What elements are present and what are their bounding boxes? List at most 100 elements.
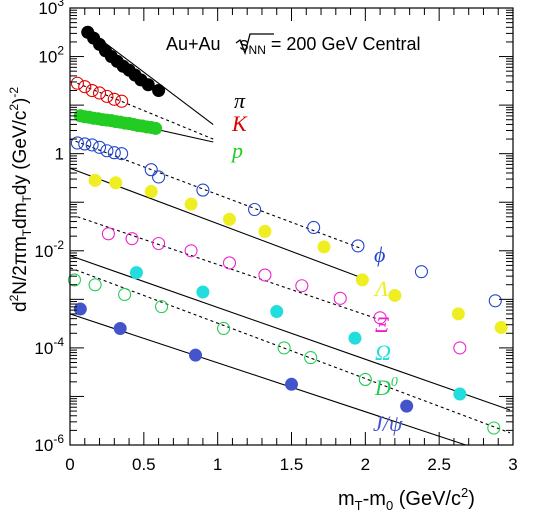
data-point bbox=[295, 279, 309, 293]
species-label: Λ bbox=[373, 276, 389, 301]
data-points bbox=[67, 25, 508, 435]
data-point bbox=[144, 163, 158, 177]
y-tick-label: 10-6 bbox=[34, 432, 64, 455]
data-point bbox=[277, 341, 291, 355]
fit-line bbox=[69, 313, 466, 446]
species-label: Ω bbox=[375, 340, 391, 365]
data-point bbox=[258, 268, 272, 282]
data-point bbox=[258, 224, 272, 238]
data-point bbox=[152, 84, 166, 98]
data-point bbox=[115, 94, 129, 108]
species-label: Ξ bbox=[375, 312, 389, 337]
data-point bbox=[358, 372, 372, 387]
data-point bbox=[113, 321, 127, 335]
data-point bbox=[196, 285, 210, 299]
x-tick-label: 0.5 bbox=[132, 455, 156, 474]
data-point bbox=[189, 348, 203, 362]
x-axis-label: mT-m0 (GeV/c2) bbox=[338, 485, 475, 513]
data-point bbox=[217, 321, 231, 336]
data-point bbox=[149, 121, 163, 135]
data-point bbox=[115, 147, 129, 161]
data-point bbox=[125, 232, 139, 246]
data-point bbox=[400, 399, 414, 413]
x-tick-label: 1 bbox=[213, 455, 222, 474]
data-point bbox=[453, 341, 467, 355]
data-point bbox=[107, 92, 121, 106]
data-point bbox=[488, 294, 502, 308]
species-label: ϕ bbox=[374, 242, 385, 267]
chart-title: Au+Au sNN = 200 GeV Central bbox=[166, 34, 420, 57]
fit-line bbox=[69, 138, 362, 249]
data-point bbox=[70, 76, 84, 90]
data-point bbox=[270, 304, 284, 318]
data-point bbox=[222, 212, 236, 226]
data-point bbox=[248, 202, 262, 217]
fit-line bbox=[69, 255, 511, 411]
data-point bbox=[184, 244, 198, 258]
sqrt-symbol bbox=[235, 33, 274, 56]
data-point bbox=[317, 240, 331, 254]
data-point bbox=[453, 387, 467, 401]
data-point bbox=[129, 266, 143, 280]
data-point bbox=[144, 185, 158, 199]
y-tick-label: 102 bbox=[38, 44, 64, 67]
data-point bbox=[85, 138, 99, 152]
data-point bbox=[152, 236, 166, 251]
data-point bbox=[351, 239, 365, 253]
data-point bbox=[285, 377, 298, 391]
data-point bbox=[88, 173, 102, 187]
y-tick-label: 10-4 bbox=[34, 335, 64, 358]
data-point bbox=[92, 86, 107, 100]
data-point bbox=[73, 302, 87, 316]
data-point bbox=[100, 144, 114, 158]
y-axis-label: d2N/2πmTdmTdy (GeV/c2)-2 bbox=[7, 87, 34, 312]
x-tick-label: 1.5 bbox=[280, 455, 304, 474]
data-point bbox=[355, 273, 369, 287]
data-point bbox=[414, 265, 428, 279]
data-point bbox=[78, 80, 92, 94]
data-point bbox=[70, 136, 84, 150]
x-tick-label: 0 bbox=[65, 455, 74, 474]
data-point bbox=[100, 89, 114, 103]
data-point bbox=[107, 146, 121, 160]
data-point bbox=[109, 176, 123, 190]
data-point bbox=[184, 197, 198, 211]
fit-line bbox=[77, 216, 378, 320]
data-point bbox=[196, 183, 210, 197]
y-tick-label: 103 bbox=[38, 0, 64, 18]
data-point bbox=[118, 287, 132, 302]
data-point bbox=[388, 288, 402, 302]
data-point bbox=[348, 331, 362, 345]
data-point bbox=[101, 227, 115, 241]
fit-line bbox=[77, 82, 214, 140]
y-tick-label: 1 bbox=[55, 145, 64, 164]
data-point bbox=[152, 170, 166, 184]
species-label: π bbox=[234, 88, 246, 113]
species-label: D0 bbox=[374, 375, 398, 400]
species-label: K bbox=[231, 111, 248, 136]
data-point bbox=[67, 273, 81, 287]
data-point bbox=[92, 140, 107, 154]
y-axis-ticks: 10-6 10-4 10-2 1 102 103 bbox=[34, 0, 513, 455]
x-tick-label: 3 bbox=[508, 455, 517, 474]
data-point bbox=[88, 278, 102, 292]
y-tick-label: 10-2 bbox=[34, 238, 64, 261]
data-point bbox=[307, 220, 321, 235]
data-point bbox=[487, 421, 501, 435]
data-point bbox=[333, 291, 347, 305]
x-axis-ticks: 0 0.5 1 1.5 2 2.5 3 bbox=[65, 8, 518, 474]
data-point bbox=[85, 83, 99, 98]
data-point bbox=[304, 351, 318, 365]
data-point bbox=[141, 78, 155, 92]
x-tick-label: 2.5 bbox=[427, 455, 451, 474]
x-tick-label: 2 bbox=[361, 455, 370, 474]
data-point bbox=[78, 137, 92, 151]
species-label: p bbox=[230, 138, 243, 163]
data-point bbox=[451, 307, 465, 321]
data-point bbox=[494, 320, 508, 334]
data-point bbox=[373, 311, 387, 325]
species-label: J/ψ bbox=[373, 411, 403, 436]
data-point bbox=[222, 256, 237, 270]
